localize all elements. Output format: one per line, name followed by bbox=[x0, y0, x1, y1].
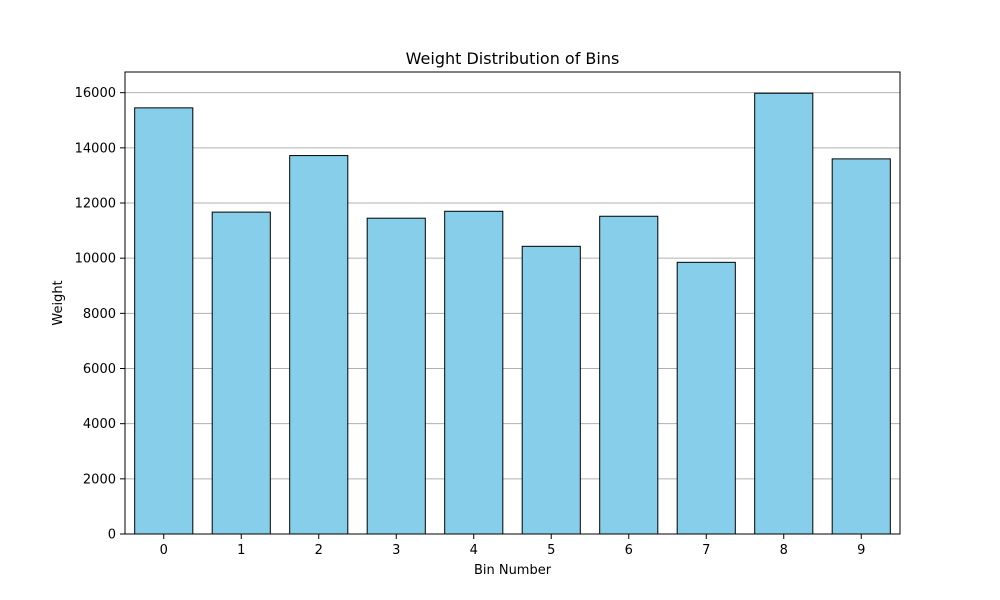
bar-5 bbox=[521, 245, 581, 535]
bar-9 bbox=[831, 158, 891, 535]
plot-frame bbox=[124, 71, 901, 535]
x-axis: 0 1 2 3 4 5 6 7 8 9 bbox=[160, 534, 865, 558]
x-tick-label: 3 bbox=[392, 543, 400, 558]
y-tick-label: 10000 bbox=[75, 252, 116, 267]
bar-0 bbox=[134, 107, 194, 535]
bar-1 bbox=[211, 211, 271, 535]
bar-4 bbox=[444, 210, 504, 535]
x-tick-label: 7 bbox=[702, 543, 710, 558]
x-tick-label: 2 bbox=[315, 543, 323, 558]
y-tick-label: 8000 bbox=[83, 307, 116, 322]
x-tick-label: 4 bbox=[470, 543, 478, 558]
x-tick-label: 6 bbox=[625, 543, 633, 558]
y-tick-label: 2000 bbox=[83, 472, 116, 487]
y-axis: 0 2000 4000 6000 8000 10000 12000 14000 16000 bbox=[75, 86, 125, 543]
y-tick-label: 12000 bbox=[75, 197, 116, 212]
y-tick-label: 14000 bbox=[75, 141, 116, 156]
y-tick-label: 6000 bbox=[83, 362, 116, 377]
chart-title: Weight Distribution of Bins bbox=[406, 49, 620, 68]
bar-3 bbox=[366, 217, 426, 535]
y-axis-label: Weight bbox=[51, 280, 66, 325]
bar-2 bbox=[289, 155, 349, 535]
x-axis-label: Bin Number bbox=[474, 563, 552, 578]
x-tick-label: 0 bbox=[160, 543, 168, 558]
bar-6 bbox=[599, 215, 659, 535]
bars bbox=[134, 92, 891, 535]
x-tick-label: 5 bbox=[547, 543, 555, 558]
x-tick-label: 9 bbox=[857, 543, 865, 558]
x-tick-label: 1 bbox=[237, 543, 245, 558]
bar-7 bbox=[676, 261, 736, 535]
bar-8 bbox=[754, 92, 814, 535]
y-tick-label: 4000 bbox=[83, 417, 116, 432]
y-tick-label: 0 bbox=[108, 528, 116, 543]
y-tick-label: 16000 bbox=[75, 86, 116, 101]
x-tick-label: 8 bbox=[780, 543, 788, 558]
